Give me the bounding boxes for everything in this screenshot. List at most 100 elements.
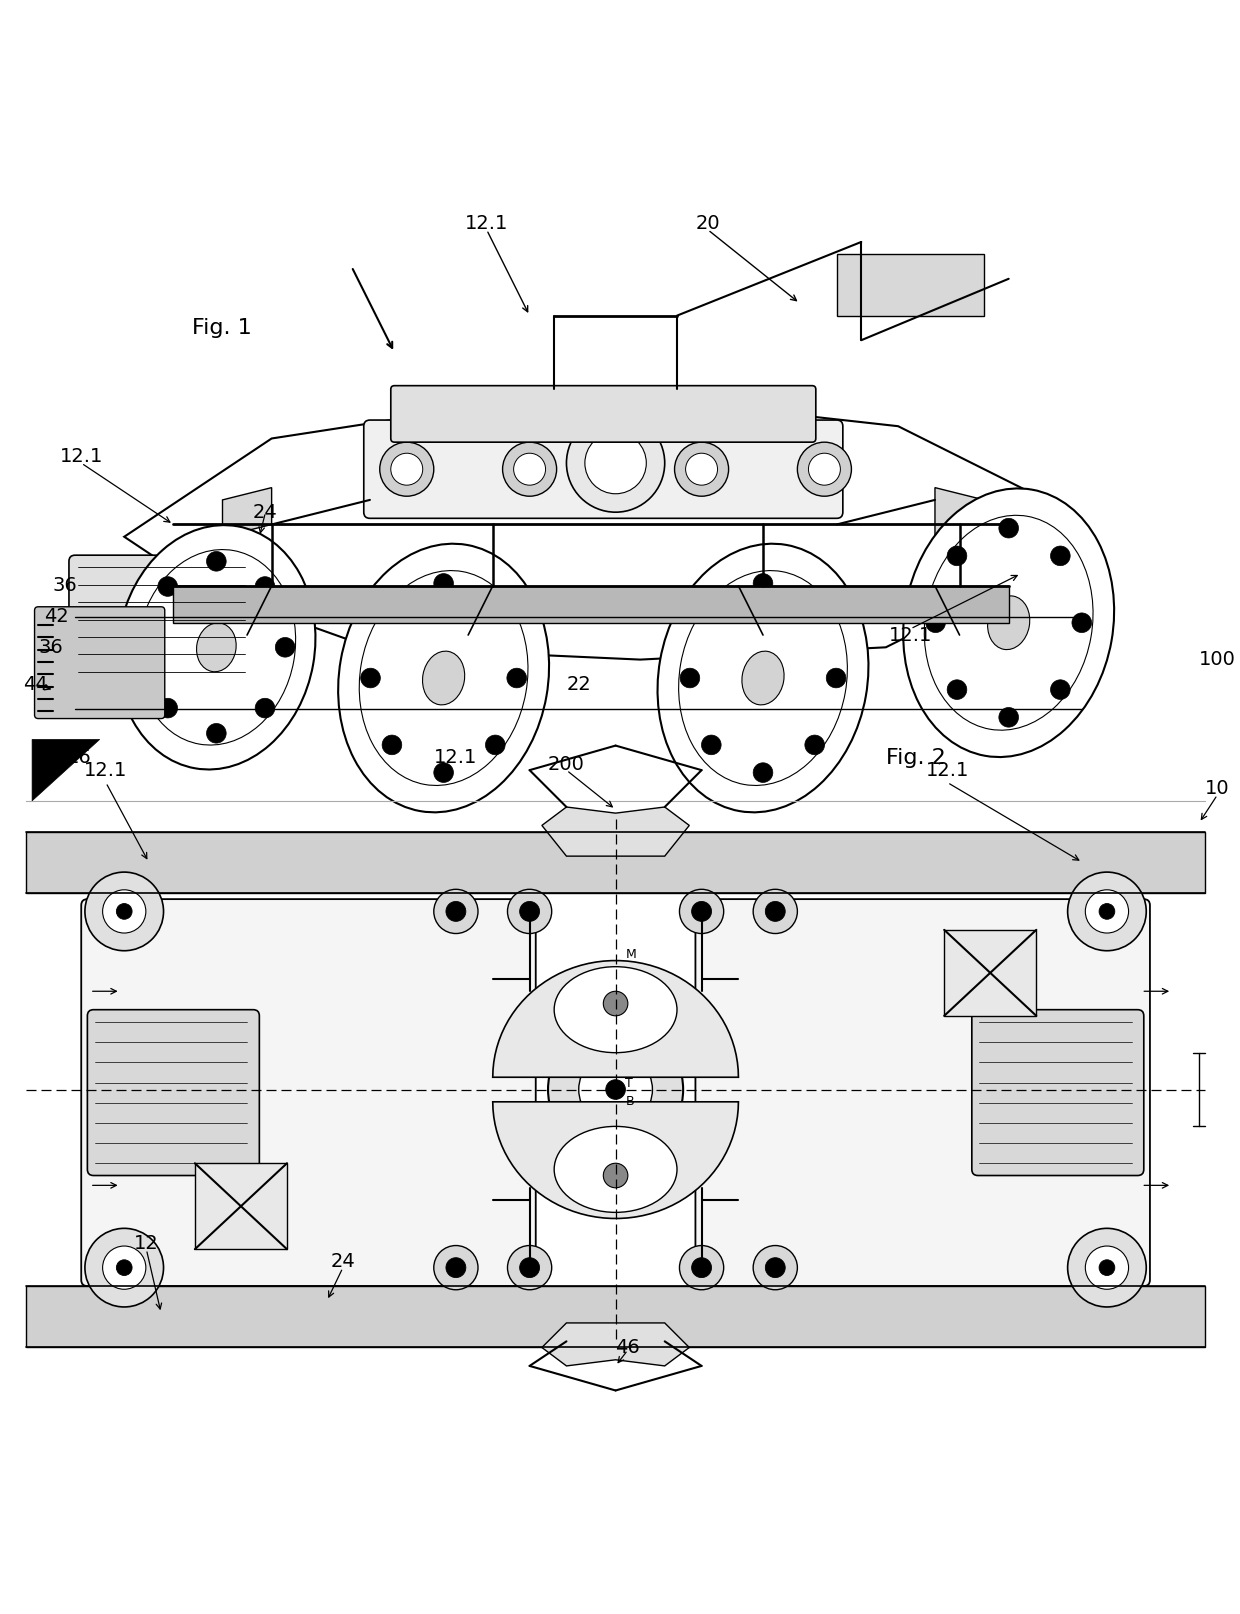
Circle shape [103,889,146,933]
FancyBboxPatch shape [82,899,536,1286]
Polygon shape [174,586,1008,623]
Circle shape [84,872,164,951]
Text: 12.1: 12.1 [889,626,932,644]
Bar [26,831,1205,893]
Circle shape [765,1257,785,1278]
Circle shape [103,1246,146,1290]
Circle shape [826,668,846,688]
Circle shape [797,442,852,495]
Bar [944,930,1037,1015]
Circle shape [692,1257,712,1278]
Circle shape [1085,1246,1128,1290]
Circle shape [1099,904,1115,920]
Circle shape [1099,1261,1115,1275]
Circle shape [507,1246,552,1290]
Circle shape [680,668,699,688]
Circle shape [157,699,177,718]
Circle shape [579,1052,652,1127]
Ellipse shape [554,1127,677,1212]
Text: 46: 46 [615,1338,640,1357]
Circle shape [805,602,825,621]
Circle shape [999,707,1018,728]
Circle shape [753,763,773,783]
Circle shape [686,454,718,486]
Ellipse shape [196,623,236,671]
Circle shape [502,442,557,495]
Circle shape [604,991,627,1015]
Circle shape [692,902,712,922]
Circle shape [765,902,785,922]
Text: 36: 36 [38,638,63,657]
Text: 12: 12 [134,1233,159,1252]
Circle shape [520,1257,539,1278]
Circle shape [680,889,724,933]
Circle shape [507,889,552,933]
Circle shape [1071,613,1091,633]
Circle shape [434,889,477,933]
Circle shape [606,1080,625,1099]
Circle shape [1085,889,1128,933]
Circle shape [675,442,729,495]
Text: 12.1: 12.1 [84,760,128,780]
FancyBboxPatch shape [391,386,816,442]
Circle shape [507,668,527,688]
Circle shape [702,734,722,755]
Circle shape [1050,679,1070,699]
Circle shape [1068,1228,1146,1307]
Circle shape [520,902,539,922]
Polygon shape [542,807,689,855]
Circle shape [446,902,466,922]
Bar [837,255,985,316]
Circle shape [138,638,157,657]
FancyBboxPatch shape [363,420,843,518]
Circle shape [702,602,722,621]
Ellipse shape [924,515,1092,730]
Circle shape [84,1228,164,1307]
Polygon shape [492,1102,739,1219]
Circle shape [361,668,381,688]
Text: 200: 200 [548,754,585,773]
Circle shape [753,573,773,594]
Bar [26,1286,1205,1348]
Circle shape [805,734,825,755]
Circle shape [486,734,505,755]
Text: 42: 42 [45,607,69,626]
Circle shape [513,454,546,486]
Bar [195,1164,286,1249]
Ellipse shape [657,544,868,812]
Text: 24: 24 [331,1252,355,1270]
Circle shape [1068,872,1146,951]
Circle shape [434,1246,477,1290]
Circle shape [999,518,1018,537]
Text: 20: 20 [696,215,720,232]
Circle shape [947,679,967,699]
Text: 16: 16 [67,749,92,767]
Circle shape [207,723,226,742]
Circle shape [808,454,841,486]
Circle shape [382,602,402,621]
Text: 12.1: 12.1 [434,749,477,767]
Ellipse shape [339,544,549,812]
Circle shape [548,1022,683,1157]
Circle shape [604,1164,627,1188]
Circle shape [947,546,967,565]
Ellipse shape [554,967,677,1052]
Text: 100: 100 [1199,650,1236,670]
Polygon shape [492,960,739,1077]
Circle shape [255,576,275,596]
Polygon shape [935,487,985,537]
Circle shape [680,1246,724,1290]
Ellipse shape [423,650,465,705]
FancyBboxPatch shape [972,1010,1143,1175]
Circle shape [486,602,505,621]
Text: 24: 24 [253,502,278,521]
Text: B: B [625,1096,634,1109]
Circle shape [1050,546,1070,565]
Text: 44: 44 [24,675,48,694]
Circle shape [117,1261,133,1275]
Circle shape [255,699,275,718]
Text: M: M [625,947,636,960]
Circle shape [382,734,402,755]
Circle shape [434,763,454,783]
FancyBboxPatch shape [35,607,165,718]
